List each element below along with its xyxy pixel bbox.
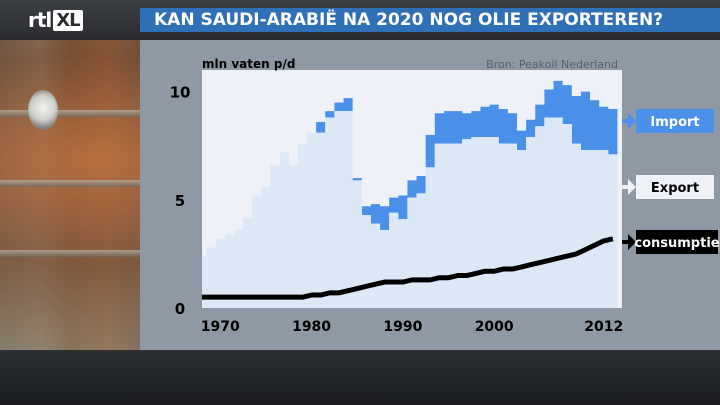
x-tick-label: 1970 — [201, 319, 240, 335]
logo-main: rtl — [28, 8, 52, 32]
series-export-area — [202, 111, 618, 308]
legend-import-label: Import — [650, 115, 699, 130]
x-tick-label: 2000 — [475, 319, 514, 335]
legend-consumptie-box — [636, 230, 718, 254]
series-import-area — [202, 80, 618, 257]
legend-import-box — [636, 109, 714, 133]
x-tick-label: 2012 — [584, 319, 623, 335]
legend-consumptie-label: consumptie — [634, 236, 719, 251]
barrel-rim — [0, 180, 140, 187]
barrel-rim — [0, 250, 140, 257]
barrel-cap — [28, 90, 58, 130]
logo-suffix: XL — [53, 9, 83, 31]
legend-export-box — [636, 175, 714, 199]
rtl-xl-logo: rtl XL — [28, 8, 83, 32]
legend-import-arrow — [628, 113, 636, 129]
chart-title: KAN SAUDI-ARABIË NA 2020 NOG OLIE EXPORT… — [140, 8, 720, 32]
y-tick-label: 10 — [170, 84, 191, 102]
source-label: Bron: Peakoil Nederland — [486, 58, 618, 71]
y-tick-label: 5 — [175, 192, 185, 210]
barrel-rim — [0, 110, 140, 117]
legend-consumptie-arrow — [628, 234, 636, 250]
legend-export-label: Export — [651, 181, 699, 196]
legend-export-arrow — [628, 179, 636, 195]
series-consumptie-line — [202, 236, 614, 300]
y-axis-label: mln vaten p/d — [202, 57, 295, 71]
bottom-band — [0, 350, 720, 405]
x-tick-label: 1990 — [383, 319, 422, 335]
x-tick-label: 1980 — [292, 319, 331, 335]
y-tick-label: 0 — [175, 300, 185, 318]
